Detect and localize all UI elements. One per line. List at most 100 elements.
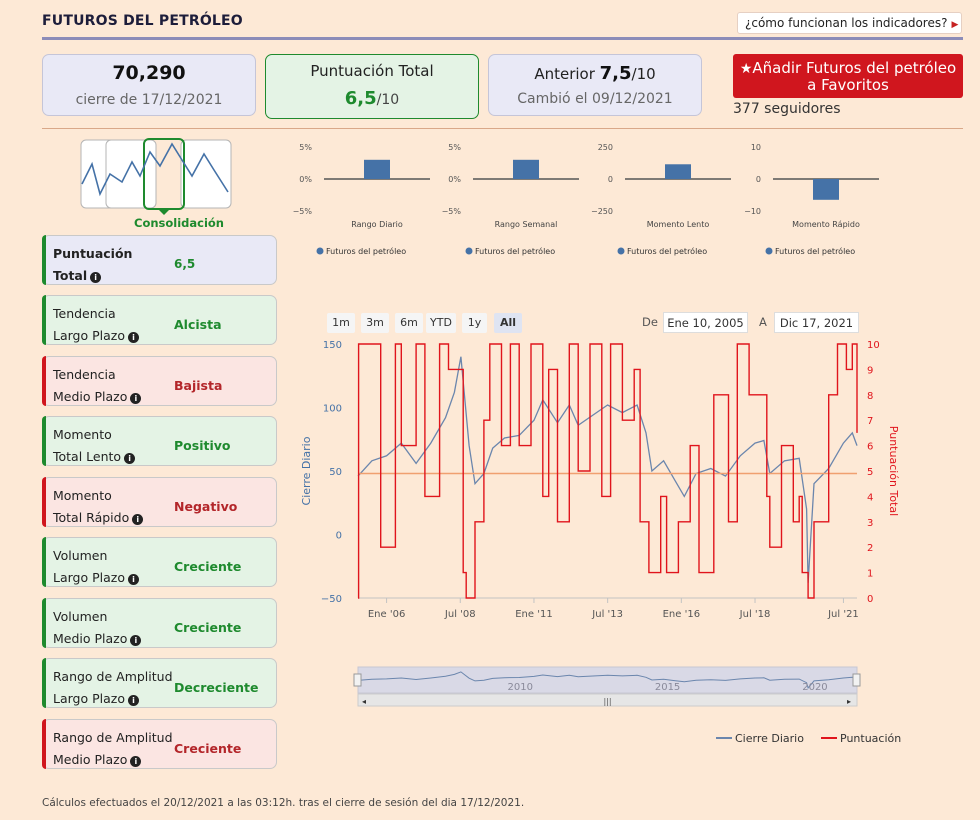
indicator-panel: Volumen Medio Plazo i Creciente — [42, 598, 277, 648]
how-link-label: ¿cómo funcionan los indicadores? — [745, 16, 948, 30]
panel-label-line2-text: Total Rápido — [53, 510, 130, 525]
navigator-left-handle[interactable] — [353, 673, 362, 687]
y2-tick-label: 6 — [867, 442, 873, 453]
navigator-year-label: 2015 — [655, 682, 680, 693]
y2-tick-label: 2 — [867, 543, 873, 554]
y-tick-label: 0 — [336, 531, 342, 542]
panel-label: Tendencia Largo Plazo i — [53, 303, 139, 347]
navigator-window[interactable] — [357, 666, 858, 694]
panel-label-line2-text: Total — [53, 268, 88, 283]
range-button-3m[interactable]: 3m — [361, 313, 389, 333]
section-divider — [42, 128, 963, 129]
add-favorites-label: Añadir Futuros del petróleo a Favoritos — [752, 59, 957, 94]
mini-y-tick-label: 0 — [608, 175, 613, 184]
y-axis-title: Cierre Diario — [300, 436, 313, 505]
panel-label-line2: Medio Plazo i — [53, 628, 142, 650]
range-button-ytd[interactable]: YTD — [426, 313, 456, 333]
info-icon[interactable]: i — [130, 393, 142, 404]
from-date-label: De — [642, 315, 658, 329]
legend-price-label[interactable]: Cierre Diario — [735, 732, 804, 745]
previous-score: 7,5 — [599, 63, 632, 84]
y-tick-label: 50 — [329, 467, 342, 478]
info-icon[interactable]: i — [127, 695, 139, 706]
navigator-right-handle[interactable] — [852, 673, 861, 687]
mini-y-tick-label: −10 — [744, 207, 761, 216]
mini-y-tick-label: −5% — [293, 207, 313, 216]
mini-bar — [665, 164, 691, 179]
x-tick-label: Jul '08 — [444, 609, 476, 620]
panel-value: Decreciente — [174, 680, 259, 695]
panel-accent-bar — [42, 658, 46, 708]
followers-count: 377 seguidores — [733, 101, 841, 117]
panel-value: Negativo — [174, 499, 238, 514]
panel-label-line2-text: Medio Plazo — [53, 752, 128, 767]
total-score-label: Puntuación Total — [310, 62, 434, 80]
panel-label-line1: Puntuación — [53, 246, 133, 261]
panel-label-line2-text: Largo Plazo — [53, 691, 125, 706]
panel-value: Creciente — [174, 559, 242, 574]
previous-score-card: Anterior 7,5/10 Cambió el 09/12/2021 — [488, 54, 702, 116]
info-icon[interactable]: i — [127, 332, 139, 343]
info-icon[interactable]: i — [132, 514, 144, 525]
mini-chart-2: 250 0 −250 Momento Lento Futuros del petróle… — [591, 143, 731, 256]
panel-label: Volumen Largo Plazo i — [53, 545, 139, 589]
panel-label-line1: Momento — [53, 488, 112, 503]
scroll-left-icon[interactable]: ◂ — [362, 697, 366, 706]
y2-tick-label: 8 — [867, 391, 873, 402]
panel-accent-bar — [42, 295, 46, 345]
panel-label-line2-text: Medio Plazo — [53, 389, 128, 404]
legend-marker-icon — [316, 247, 324, 255]
price-card: 70,290 cierre de 17/12/2021 — [42, 54, 256, 116]
panel-label-line1: Volumen — [53, 609, 108, 624]
mini-y-tick-label: 0% — [448, 175, 461, 184]
panel-value: 6,5 — [174, 257, 196, 271]
mini-y-tick-label: −5% — [442, 207, 462, 216]
mini-category-label: Rango Diario — [351, 220, 403, 229]
mini-y-tick-label: 5% — [299, 143, 312, 152]
how-indicators-link[interactable]: ¿cómo funcionan los indicadores? ▶ — [737, 12, 962, 34]
panel-accent-bar — [42, 537, 46, 587]
legend-score-label[interactable]: Puntuación — [840, 732, 901, 745]
info-icon[interactable]: i — [124, 453, 136, 464]
phase-indicator: Consolidación — [80, 138, 232, 230]
navigator-series-line — [357, 671, 858, 689]
y2-tick-label: 9 — [867, 365, 873, 376]
range-button-1m[interactable]: 1m — [327, 313, 355, 333]
from-date-input[interactable]: Ene 10, 2005 — [663, 312, 748, 333]
x-tick-label: Jul '13 — [591, 609, 623, 620]
y-tick-label: −50 — [321, 594, 342, 605]
y2-tick-label: 4 — [867, 492, 873, 503]
panel-value: Positivo — [174, 438, 231, 453]
panel-accent-bar — [42, 235, 46, 285]
info-icon[interactable]: i — [90, 272, 102, 283]
range-button-6m[interactable]: 6m — [395, 313, 423, 333]
score-series-line — [357, 343, 858, 599]
panel-accent-bar — [42, 356, 46, 406]
navigator-year-label: 2010 — [507, 682, 532, 693]
indicator-panel: Rango de Amplitud Medio Plazo i Creciente — [42, 719, 277, 769]
info-icon[interactable]: i — [130, 756, 142, 767]
star-icon: ★ — [739, 61, 753, 77]
info-icon[interactable]: i — [130, 635, 142, 646]
panel-label-line2-text: Largo Plazo — [53, 570, 125, 585]
phase-box-4 — [180, 139, 232, 209]
indicator-panel: Tendencia Largo Plazo i Alcista — [42, 295, 277, 345]
scroll-grip-icon[interactable]: ||| — [603, 697, 611, 706]
total-score-suffix: /10 — [376, 92, 400, 108]
range-button-1y[interactable]: 1y — [462, 313, 487, 333]
y2-tick-label: 7 — [867, 416, 873, 427]
indicator-panel: Puntuación Total i 6,5 — [42, 235, 277, 285]
x-tick-label: Ene '16 — [663, 609, 700, 620]
info-icon[interactable]: i — [127, 574, 139, 585]
panel-value: Alcista — [174, 317, 222, 332]
scroll-right-icon[interactable]: ▸ — [847, 697, 851, 706]
panel-label-line2: Largo Plazo i — [53, 688, 173, 710]
to-date-input[interactable]: Dic 17, 2021 — [774, 312, 859, 333]
panel-label-line2: Medio Plazo i — [53, 386, 142, 408]
add-favorites-button[interactable]: ★Añadir Futuros del petróleo a Favoritos — [733, 54, 963, 98]
range-button-all[interactable]: All — [494, 313, 522, 333]
panel-label: Momento Total Lento i — [53, 424, 136, 468]
mini-chart-3: 10 0 −10 Momento Rápido Futuros del petróleo — [744, 143, 879, 256]
navigator-scrollbar[interactable] — [357, 693, 858, 707]
